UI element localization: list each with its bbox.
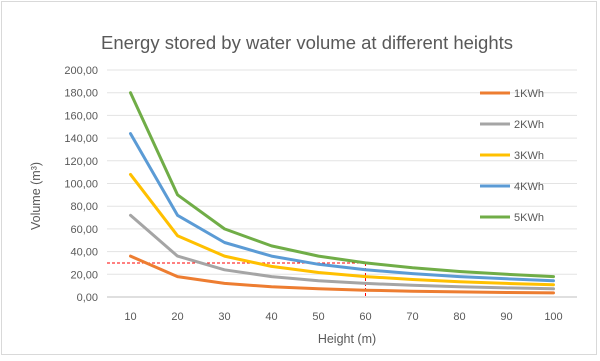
y-axis-label: Volume (m³) xyxy=(29,162,43,230)
y-tick-label: 80,00 xyxy=(70,201,98,213)
x-tick-label: 60 xyxy=(359,311,371,323)
y-tick-label: 20,00 xyxy=(70,269,98,281)
y-tick-label: 40,00 xyxy=(70,247,98,259)
legend: 1KWh 2KWh 3KWh 4KWh 5KWh xyxy=(480,88,544,224)
series-lines xyxy=(129,91,555,295)
y-tick-label: 60,00 xyxy=(70,224,98,236)
series-line-1kwh xyxy=(129,254,555,295)
x-tick-label: 10 xyxy=(124,311,136,323)
x-tick-label: 80 xyxy=(453,311,465,323)
line-chart: Energy stored by water volume at differe… xyxy=(29,32,577,346)
y-tick-label: 140,00 xyxy=(64,133,98,145)
y-tick-label: 100,00 xyxy=(64,179,98,191)
y-tick-label: 0,00 xyxy=(77,292,98,304)
x-tick-label: 30 xyxy=(218,311,230,323)
legend-label-4kwh: 4KWh xyxy=(514,181,544,193)
x-tick-label: 90 xyxy=(500,311,512,323)
legend-label-5kwh: 5KWh xyxy=(514,212,544,224)
series-line-3kwh xyxy=(129,172,555,287)
series-line-2kwh xyxy=(129,213,555,291)
y-tick-label: 200,00 xyxy=(64,65,98,77)
x-tick-label: 100 xyxy=(544,311,562,323)
y-axis-tick-labels: 0,00 20,00 40,00 60,00 80,00 100,00 120,00 140,… xyxy=(64,65,98,304)
x-axis-label: Height (m) xyxy=(318,332,376,346)
series-line-4kwh xyxy=(129,132,555,283)
legend-label-1kwh: 1KWh xyxy=(514,88,544,100)
x-tick-label: 40 xyxy=(265,311,277,323)
x-tick-label: 20 xyxy=(171,311,183,323)
legend-label-3kwh: 3KWh xyxy=(514,150,544,162)
chart-area: Energy stored by water volume at differe… xyxy=(1,1,597,355)
series-line-5kwh xyxy=(129,91,555,279)
y-tick-label: 160,00 xyxy=(64,110,98,122)
y-tick-label: 120,00 xyxy=(64,156,98,168)
x-tick-label: 70 xyxy=(406,311,418,323)
chart-title: Energy stored by water volume at differe… xyxy=(101,32,513,53)
x-tick-label: 50 xyxy=(312,311,324,323)
y-tick-label: 180,00 xyxy=(64,88,98,100)
legend-label-2kwh: 2KWh xyxy=(514,119,544,131)
x-axis-tick-labels: 10 20 30 40 50 60 70 80 90 100 xyxy=(124,311,562,323)
